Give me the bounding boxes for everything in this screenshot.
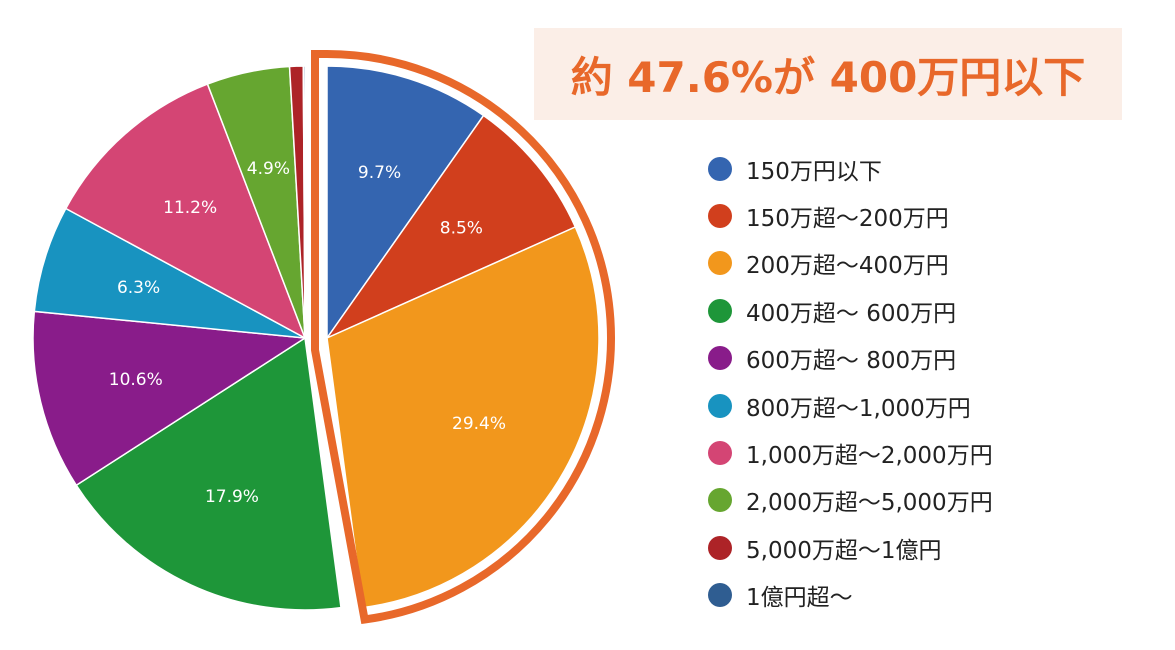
legend-swatch	[708, 583, 732, 608]
pie-data-labels: 9.7% 8.5% 29.4% 17.9% 10.6% 6.3% 11.2% 4.9%	[109, 159, 506, 507]
slice-data-label: 8.5%	[440, 218, 483, 238]
pie-slice	[324, 114, 577, 340]
legend-item: 5,000万超〜1億円	[708, 524, 1148, 571]
legend-swatch	[708, 488, 732, 513]
legend-item: 150万超〜200万円	[708, 192, 1148, 239]
legend-label: 1億円超〜	[746, 585, 853, 612]
legend-swatch	[708, 535, 732, 560]
highlight-outline	[311, 50, 615, 624]
legend-label: 150万円以下	[746, 158, 882, 185]
pie-slice	[326, 65, 485, 341]
legend-label: 2,000万超〜5,000万円	[746, 490, 993, 517]
pie-chart: 9.7% 8.5% 29.4% 17.9% 10.6% 6.3% 11.2% 4.9%	[32, 50, 615, 624]
legend-item: 1億円超〜	[708, 572, 1148, 619]
legend-label: 5,000万超〜1億円	[746, 537, 942, 564]
legend-swatch	[708, 393, 732, 418]
legend-item: 150万円以下	[708, 145, 1148, 192]
legend-swatch	[708, 346, 732, 371]
legend-item: 200万超〜400万円	[708, 240, 1148, 287]
slice-data-label: 6.3%	[117, 278, 160, 298]
legend-item: 800万超〜1,000万円	[708, 382, 1148, 429]
slice-data-label: 9.7%	[358, 163, 401, 183]
legend-swatch	[708, 204, 732, 229]
legend-swatch	[708, 251, 732, 276]
legend-label: 150万超〜200万円	[746, 206, 949, 233]
legend-item: 1,000万超〜2,000万円	[708, 429, 1148, 476]
pie-slice	[75, 336, 342, 611]
pie-slice	[64, 83, 307, 340]
legend-label: 800万超〜1,000万円	[746, 395, 971, 422]
pie-slice	[326, 226, 600, 609]
pie-slices	[32, 65, 600, 611]
slice-data-label: 11.2%	[163, 198, 217, 218]
legend-label: 1,000万超〜2,000万円	[746, 443, 993, 470]
callout-box: 約 47.6%が 400万円以下	[534, 28, 1122, 120]
legend: 150万円以下 150万超〜200万円 200万超〜400万円 400万超〜 600万…	[708, 145, 1148, 619]
callout-text: 約 47.6%が 400万円以下	[570, 52, 1086, 102]
slice-data-label: 29.4%	[452, 414, 506, 434]
slice-data-label: 4.9%	[247, 159, 290, 179]
pie-slice	[32, 310, 308, 487]
legend-swatch	[708, 298, 732, 323]
legend-item: 2,000万超〜5,000万円	[708, 477, 1148, 524]
legend-item: 400万超〜 600万円	[708, 287, 1148, 334]
slice-data-label: 10.6%	[109, 370, 163, 390]
pie-slice	[302, 65, 306, 339]
slice-data-label: 17.9%	[205, 487, 259, 507]
legend-swatch	[708, 441, 732, 466]
legend-label: 400万超〜 600万円	[746, 300, 957, 327]
legend-item: 600万超〜 800万円	[708, 335, 1148, 382]
legend-swatch	[708, 156, 732, 181]
legend-label: 600万超〜 800万円	[746, 348, 957, 375]
legend-label: 200万超〜400万円	[746, 253, 949, 280]
